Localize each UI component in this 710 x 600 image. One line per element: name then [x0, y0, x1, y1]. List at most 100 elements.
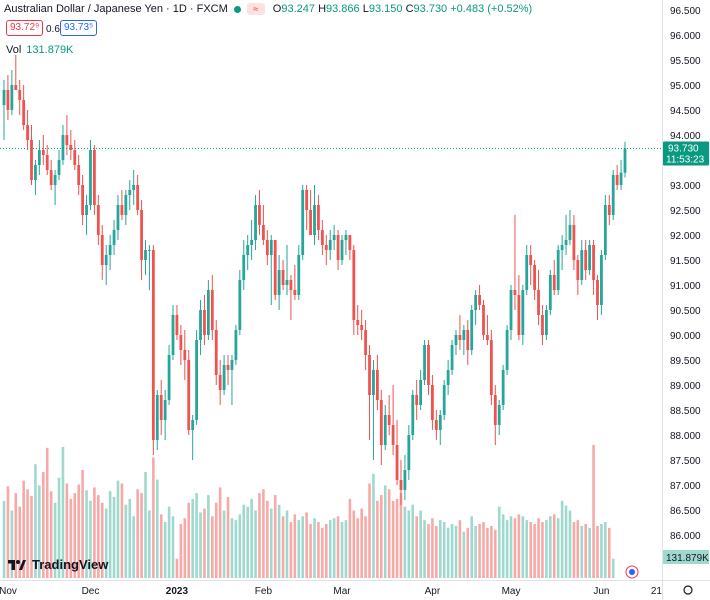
- volume-bar: [301, 516, 305, 578]
- volume-bar: [234, 520, 238, 578]
- settings-gear-icon[interactable]: [683, 585, 693, 595]
- time-tick-label: Feb: [255, 586, 273, 597]
- candle-body: [403, 470, 407, 490]
- tradingview-logo[interactable]: TradingView: [6, 557, 108, 572]
- volume-bar: [155, 479, 159, 578]
- candle-body: [159, 395, 163, 420]
- candle-body: [607, 205, 611, 215]
- volume-legend: Vol 131.879K: [6, 44, 73, 56]
- time-tick-label: Dec: [82, 586, 100, 597]
- volume-bar: [218, 487, 222, 578]
- candle-body: [269, 240, 273, 255]
- volume-bar: [293, 514, 297, 578]
- candle-body: [206, 290, 210, 335]
- volume-bar: [513, 518, 517, 578]
- candle-body: [57, 160, 61, 175]
- volume-bar: [438, 520, 442, 578]
- candle-body: [124, 195, 128, 215]
- candle-body: [167, 355, 171, 400]
- candle-body: [81, 185, 85, 215]
- volume-bar: [576, 520, 580, 578]
- candle-body: [85, 205, 88, 215]
- volume-bar: [372, 473, 375, 578]
- candle-body: [568, 225, 572, 240]
- candle-body: [611, 175, 615, 215]
- volume-bar: [22, 480, 25, 578]
- symbol-title[interactable]: Australian Dollar / Japanese Yen · 1D · …: [4, 3, 228, 15]
- flag-icon: [629, 569, 635, 575]
- compare-icon[interactable]: ≈: [246, 3, 265, 15]
- volume-bar: [529, 522, 532, 578]
- volume-bar: [2, 500, 6, 578]
- volume-bar: [411, 504, 415, 578]
- volume-bar: [446, 527, 450, 578]
- candle-body: [2, 90, 6, 105]
- volume-bar: [179, 524, 183, 578]
- sell-price-button[interactable]: 93.72⁹: [6, 20, 44, 36]
- time-tick-label: 21: [651, 586, 663, 597]
- volume-bar: [254, 510, 257, 578]
- ohlc-readout: O93.247 H93.866 L93.150 C93.730 +0.483 (…: [272, 3, 533, 15]
- candle-body: [537, 290, 540, 315]
- candle-body: [489, 340, 493, 395]
- volume-bar: [427, 524, 430, 578]
- volume-bar: [328, 520, 332, 578]
- candle-body: [375, 370, 379, 400]
- candle-body: [517, 295, 521, 335]
- candle-body: [415, 395, 419, 405]
- candle-body: [199, 310, 202, 340]
- volume-bar: [124, 504, 128, 578]
- volume-bar: [364, 516, 367, 578]
- candle-body: [364, 330, 367, 355]
- candle-body: [529, 255, 533, 265]
- volume-bar: [533, 524, 536, 578]
- buy-price-button[interactable]: 93.73⁵: [60, 20, 98, 36]
- candle-body: [37, 150, 41, 165]
- volume-bar: [600, 524, 603, 578]
- candle-body: [108, 245, 112, 255]
- volume-bar: [541, 522, 544, 578]
- candle-body: [619, 172, 623, 185]
- candle-body: [305, 190, 309, 210]
- tradingview-wordmark: TradingView: [32, 557, 109, 572]
- volume-bar: [517, 514, 521, 578]
- chart-legend: Australian Dollar / Japanese Yen · 1D · …: [4, 3, 532, 15]
- time-tick-label: May: [502, 586, 521, 597]
- volume-bar: [53, 502, 57, 578]
- volume-bar: [607, 527, 611, 578]
- price-tick-label: 90.000: [670, 331, 701, 342]
- candle-body: [18, 90, 22, 100]
- volume-bar: [564, 505, 568, 578]
- volume-bar: [376, 500, 379, 578]
- volume-bar: [30, 496, 33, 578]
- volume-bar: [199, 512, 202, 578]
- candle-body: [140, 210, 143, 260]
- candle-body: [6, 90, 10, 110]
- last-price-label: 93.730: [668, 144, 699, 155]
- plot-area: [0, 0, 662, 580]
- candle-body: [379, 400, 383, 445]
- price-tick-label: 86.500: [670, 506, 701, 517]
- candle-body: [265, 240, 269, 255]
- candle-body: [183, 350, 187, 360]
- candle-body: [344, 235, 348, 240]
- volume-bar: [611, 558, 615, 578]
- candle-body: [309, 210, 312, 235]
- candle-body: [136, 185, 140, 210]
- volume-bar: [391, 500, 395, 578]
- price-tick-label: 94.000: [670, 131, 701, 142]
- volume-bar: [57, 477, 61, 578]
- price-tick-label: 96.500: [670, 6, 701, 17]
- price-tick-label: 94.500: [670, 106, 701, 117]
- volume-bar: [360, 508, 363, 578]
- candle-body: [442, 385, 446, 415]
- candle-body: [187, 360, 191, 430]
- candle-body: [600, 255, 603, 305]
- volume-bar: [49, 491, 53, 578]
- candle-body: [596, 280, 599, 305]
- volume-bar: [317, 522, 320, 578]
- price-tick-label: 89.000: [670, 381, 701, 392]
- volume-bar: [277, 504, 281, 578]
